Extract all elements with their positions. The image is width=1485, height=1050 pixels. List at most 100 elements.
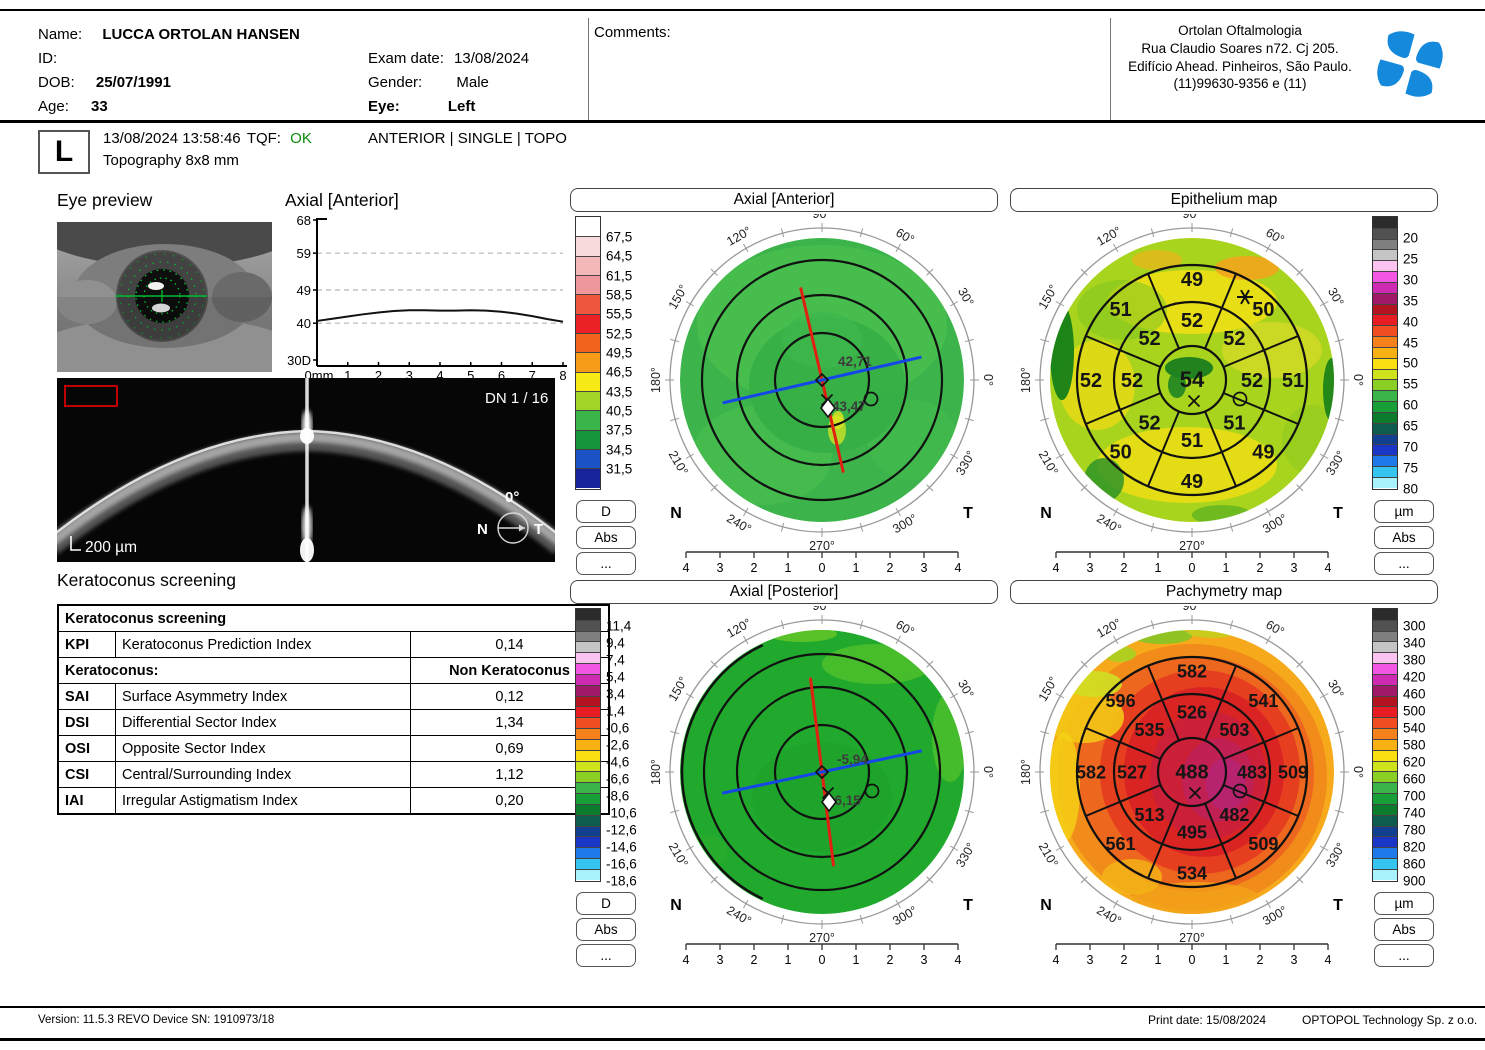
exam-datetime-row: 13/08/2024 13:58:46 TQF: OK [103,130,312,147]
map-readout: 42,71 [838,354,872,369]
abs-button[interactable]: Abs [1374,918,1434,941]
scale-tick-label: 340 [1403,635,1426,651]
svg-text:2: 2 [751,953,758,967]
svg-text:482: 482 [1219,805,1249,825]
svg-text:210°: 210° [666,448,691,477]
eye-preview-title: Eye preview [57,190,153,210]
more-button[interactable]: ... [1374,944,1434,967]
svg-text:596: 596 [1106,691,1136,711]
svg-text:0°: 0° [981,766,995,778]
mm-ruler: 4 3 2 1 0 1 2 3 4 [683,551,962,575]
unit-button[interactable]: D [576,892,636,915]
scale-tick-label: 9,4 [606,635,625,651]
scale-tick-label: 75 [1403,460,1419,476]
scale-tick-label: 31,5 [606,461,633,477]
svg-text:0: 0 [1189,561,1196,575]
svg-text:2: 2 [1257,953,1264,967]
keratoconus-heading: Keratoconus screening [57,570,236,590]
scale-tick-label: 3,4 [606,686,625,702]
svg-text:90°: 90° [1183,606,1202,613]
scale-tick-label: 780 [1403,822,1426,838]
svg-text:120°: 120° [1094,616,1123,641]
svg-text:503: 503 [1219,720,1249,740]
scale-tick-label: 50 [1403,355,1419,371]
scale-tick-label: -12,6 [606,822,637,838]
gender-label: Gender: [368,74,423,91]
svg-text:561: 561 [1106,834,1136,854]
epithelium-map: 0° 30° 60° 90° 120° 150° 180° 210° 240° 270° 300° 3… [1019,214,1365,575]
scale-tick-label: 35 [1403,293,1419,309]
more-button[interactable]: ... [576,944,636,967]
svg-text:120°: 120° [724,224,753,249]
table-row: CSI Central/Surrounding Index 1,12 [57,761,610,788]
svg-text:0: 0 [819,953,826,967]
pupil-center-marker [863,391,879,407]
color-scale: 11,4 9,4 7,4 5,4 3,4 1,4 -0,6 -2,6 -4,6 -6,6 -8,6-… [575,608,655,888]
svg-text:3: 3 [1087,953,1094,967]
scan-type: ANTERIOR | SINGLE | TOPO [368,130,567,147]
svg-text:7: 7 [529,368,536,383]
svg-text:49: 49 [1181,269,1203,291]
table-row: KPI Keratoconus Prediction Index 0,14 [57,631,610,658]
table-row: IAI Irregular Astigmatism Index 0,20 [57,787,610,815]
print-date-value: 15/08/2024 [1206,1013,1267,1027]
scale-tick-label: -2,6 [606,737,630,753]
sector-values: 488 526 503 483 482 495 513 527 535 582 541 509 509 5… [1076,661,1308,883]
abs-button[interactable]: Abs [1374,526,1434,549]
svg-text:30°: 30° [955,285,977,308]
svg-text:52: 52 [1121,370,1143,392]
color-scale: 300 340 380 420 460 500 540 580 620 660 700 740 780 8… [1372,608,1452,888]
header-divider-2 [1110,18,1111,120]
svg-text:30D: 30D [287,353,311,368]
unit-button[interactable]: D [576,500,636,523]
map-button-column: D Abs ... [576,892,638,970]
footer-version: Version: 11.5.3 REVO Device SN: 1910973/… [38,1014,275,1026]
scale-tick-label: 820 [1403,839,1426,855]
scale-tick-label: 500 [1403,703,1426,719]
svg-text:330°: 330° [953,448,978,477]
svg-text:1: 1 [344,368,351,383]
patient-age: 33 [91,98,108,115]
epithelium-panel: Epithelium map 0° 30° 60° 90° 120° 150° 180° 21… [1010,188,1440,580]
gender-row: Gender: Male [368,74,489,91]
gender-value: Male [456,74,489,91]
table-row: SAI Surface Asymmetry Index 0,12 [57,683,610,710]
unit-button[interactable]: µm [1374,892,1434,915]
svg-text:150°: 150° [1036,282,1061,311]
more-button[interactable]: ... [1374,552,1434,575]
abs-button[interactable]: Abs [576,526,636,549]
oct-nasal-label: N [477,521,488,538]
oct-scale-label: 200 µm [85,539,137,556]
oct-frame-label: DN 1 / 16 [485,390,548,407]
scale-tick-label: 580 [1403,737,1426,753]
age-label: Age: [38,98,69,115]
scale-tick-label: 380 [1403,652,1426,668]
svg-text:3: 3 [1291,953,1298,967]
svg-text:1: 1 [785,953,792,967]
scale-tick-label: 34,5 [606,442,633,458]
temporal-label: T [1333,505,1343,522]
svg-text:270°: 270° [1179,931,1205,945]
abs-button[interactable]: Abs [576,918,636,941]
scale-tick-label: 7,4 [606,652,625,668]
svg-text:527: 527 [1117,762,1147,782]
svg-text:50: 50 [1109,442,1131,464]
svg-text:240°: 240° [724,903,753,928]
unit-button[interactable]: µm [1374,500,1434,523]
svg-text:4: 4 [1325,561,1332,575]
svg-text:54: 54 [1180,367,1205,392]
scale-tick-label: 25 [1403,251,1419,267]
scale-tick-label: 30 [1403,272,1419,288]
map-button-column: µm Abs ... [1374,892,1436,970]
more-button[interactable]: ... [576,552,636,575]
svg-text:150°: 150° [1036,674,1061,703]
mm-ruler: 4 3 2 1 0 1 2 3 4 [1053,943,1332,967]
scale-tick-label: -8,6 [606,788,630,804]
svg-text:4: 4 [683,953,690,967]
svg-text:3: 3 [717,561,724,575]
scale-tick-label: 46,5 [606,364,633,380]
scale-tick-label: 700 [1403,788,1426,804]
axial-anterior-map: 0° 30° 60° 90° 120° 150° 180° 210° 240° 270° 300° 3… [649,214,995,575]
eye-preview-image [57,222,272,372]
